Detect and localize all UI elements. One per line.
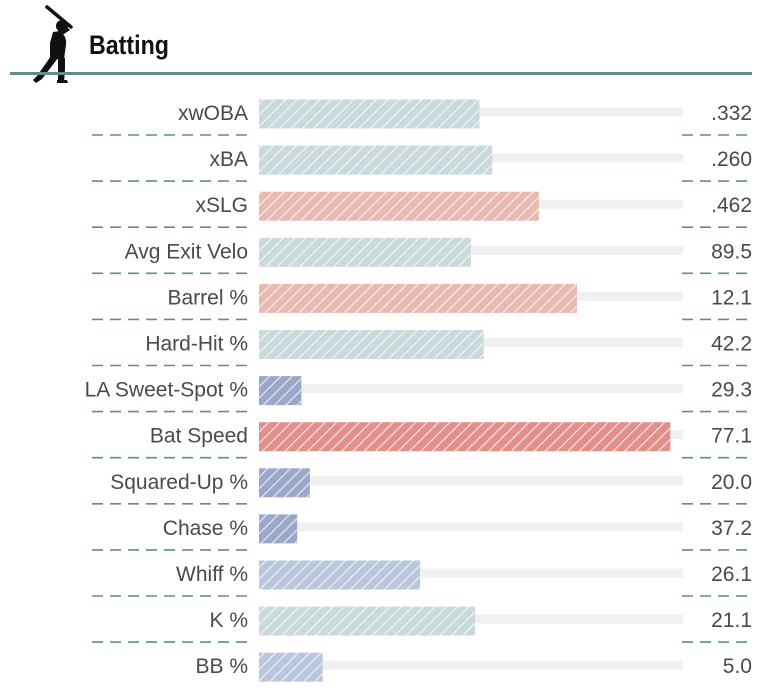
bar-hatch xyxy=(259,468,310,498)
metric-value: 20.0 xyxy=(711,471,752,494)
metric-label: Hard-Hit % xyxy=(145,333,248,356)
header-rule xyxy=(10,72,752,75)
metric-value: 5.0 xyxy=(723,655,752,678)
metric-label: xwOBA xyxy=(178,102,248,125)
bar-track xyxy=(259,568,683,578)
metric-label: Chase % xyxy=(163,517,248,540)
bar-track xyxy=(259,660,683,670)
metric-label: Squared-Up % xyxy=(110,471,248,494)
metric-value: 37.2 xyxy=(711,517,752,540)
metric-value: 26.1 xyxy=(711,563,752,586)
chart-rows: xwOBA .332 xBA .260 xSLG .462 Avg Exit Velo 89.… xyxy=(85,99,752,682)
bar-hatch xyxy=(259,514,298,544)
metric-value: 12.1 xyxy=(711,286,752,309)
bar-hatch xyxy=(259,652,323,682)
bar-hatch xyxy=(259,99,480,129)
metric-value: .332 xyxy=(711,102,752,125)
metric-label: xSLG xyxy=(195,194,248,217)
bar-hatch xyxy=(259,330,484,359)
metric-value: 42.2 xyxy=(711,333,752,356)
metric-label: BB % xyxy=(195,655,248,678)
metric-label: Barrel % xyxy=(167,286,248,309)
metric-value: .462 xyxy=(711,194,752,217)
bar-hatch xyxy=(259,237,471,267)
bar-hatch xyxy=(259,422,671,452)
bar-hatch xyxy=(259,606,476,636)
bar-track xyxy=(259,522,683,532)
bar-track xyxy=(259,384,683,394)
bar-hatch xyxy=(259,145,493,175)
bar-hatch xyxy=(259,560,421,590)
metric-value: .260 xyxy=(711,148,752,171)
bar-hatch xyxy=(259,376,302,406)
metric-label: xBA xyxy=(209,148,248,171)
metric-label: K % xyxy=(209,609,248,632)
bar-hatch xyxy=(259,191,539,221)
bar-hatch xyxy=(259,283,577,313)
section-title: Batting xyxy=(89,30,169,60)
bar-track xyxy=(259,476,683,486)
metric-label: Avg Exit Velo xyxy=(125,240,248,263)
metric-label: Bat Speed xyxy=(150,425,248,448)
section-header: Batting xyxy=(0,0,764,83)
metric-value: 89.5 xyxy=(711,240,752,263)
metric-label: LA Sweet-Spot % xyxy=(85,379,248,402)
batter-silhouette-icon xyxy=(33,5,73,83)
metric-value: 21.1 xyxy=(711,609,752,632)
metric-value: 77.1 xyxy=(711,425,752,448)
metric-label: Whiff % xyxy=(176,563,248,586)
metric-value: 29.3 xyxy=(711,379,752,402)
